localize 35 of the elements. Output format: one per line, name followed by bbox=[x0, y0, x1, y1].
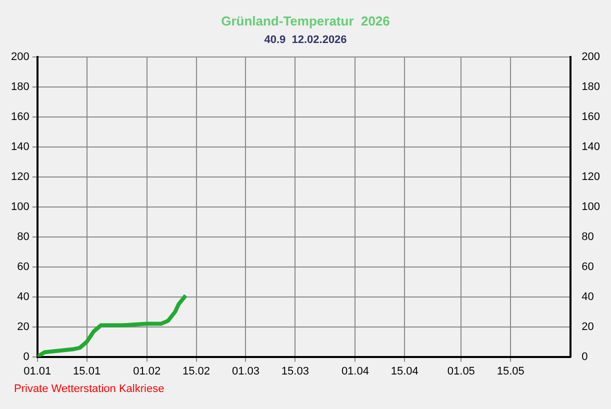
x-tick-label: 01.01 bbox=[24, 365, 52, 378]
x-tick-label: 15.03 bbox=[281, 365, 309, 378]
x-tick-label: 15.05 bbox=[496, 365, 524, 378]
y2-tick-label: 60 bbox=[582, 260, 594, 273]
y-tick-label: 60 bbox=[17, 260, 30, 273]
y2-tick-label: 140 bbox=[582, 140, 600, 153]
y2-tick-label: 80 bbox=[582, 230, 594, 243]
y-tick-label: 0 bbox=[23, 350, 30, 363]
y-tick-label: 140 bbox=[10, 140, 30, 153]
y2-tick-label: 40 bbox=[582, 290, 594, 303]
y-tick-label: 80 bbox=[17, 230, 30, 243]
y2-tick-label: 180 bbox=[582, 80, 600, 93]
y-tick-label: 180 bbox=[10, 80, 30, 93]
y-tick-label: 20 bbox=[17, 320, 30, 333]
x-tick-label: 01.05 bbox=[447, 365, 475, 378]
y2-tick-label: 160 bbox=[582, 110, 600, 123]
y2-tick-label: 20 bbox=[582, 320, 594, 333]
y2-tick-label: 100 bbox=[582, 200, 600, 213]
x-tick-label: 15.04 bbox=[390, 365, 418, 378]
x-tick-label: 15.02 bbox=[182, 365, 210, 378]
y2-tick-label: 120 bbox=[582, 170, 600, 183]
x-tick-label: 01.03 bbox=[232, 365, 260, 378]
y2-tick-label: 0 bbox=[582, 350, 588, 363]
y-tick-label: 40 bbox=[17, 290, 30, 303]
x-tick-label: 01.02 bbox=[133, 365, 161, 378]
y-tick-label: 100 bbox=[10, 200, 30, 213]
chart-title: Grünland-Temperatur 2026 bbox=[221, 13, 390, 28]
y-tick-label: 160 bbox=[10, 110, 30, 123]
y2-tick-label: 200 bbox=[582, 50, 600, 63]
y-tick-label: 200 bbox=[10, 50, 30, 63]
x-tick-label: 15.01 bbox=[73, 365, 101, 378]
chart-subtitle: 40.9 12.02.2026 bbox=[264, 34, 347, 46]
x-tick-label: 01.04 bbox=[341, 365, 369, 378]
y-tick-label: 120 bbox=[10, 170, 30, 183]
text: Private Wetterstation Kalkriese bbox=[14, 383, 164, 395]
